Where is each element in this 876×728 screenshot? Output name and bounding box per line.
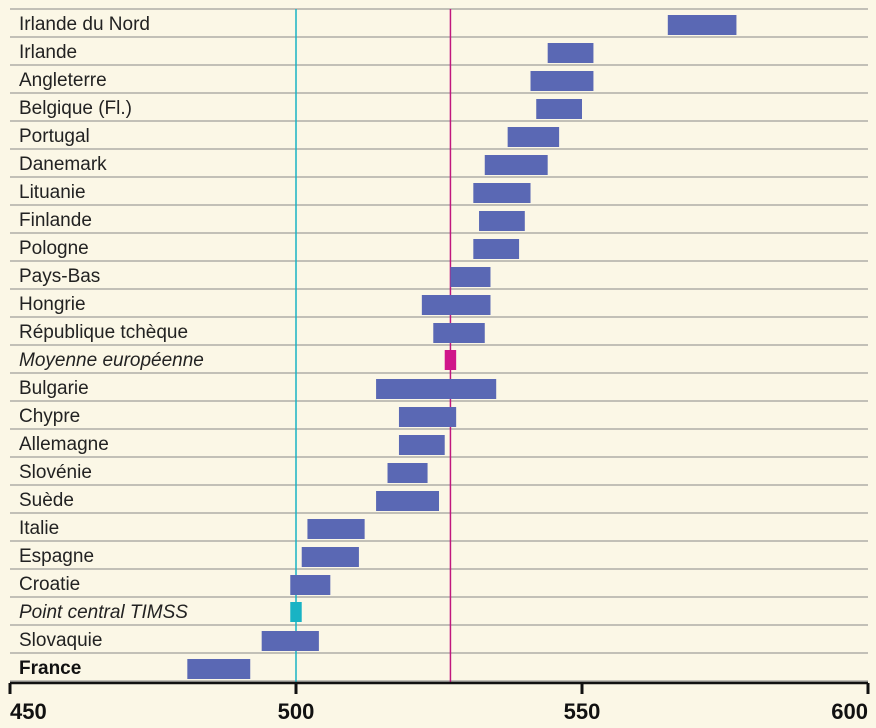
category-label: Angleterre — [19, 70, 107, 91]
range-bar — [376, 491, 439, 511]
category-label: France — [19, 658, 81, 679]
category-label: Chypre — [19, 406, 80, 427]
range-bar — [187, 659, 251, 679]
range-bar — [376, 379, 497, 399]
category-label: Espagne — [19, 546, 94, 567]
range-bar — [473, 183, 531, 203]
category-label: Belgique (Fl.) — [19, 98, 132, 119]
category-label: Irlande du Nord — [19, 14, 150, 35]
range-bar — [479, 211, 525, 231]
category-label: Suède — [19, 490, 74, 511]
range-bar — [387, 463, 428, 483]
category-label: Finlande — [19, 210, 92, 231]
range-bar — [484, 155, 548, 175]
range-bar — [450, 267, 491, 287]
category-label: Croatie — [19, 574, 80, 595]
range-bar — [507, 127, 560, 147]
range-bar — [261, 631, 319, 651]
category-label: Slovaquie — [19, 630, 102, 651]
x-tick-label: 550 — [564, 699, 601, 724]
range-bar — [398, 435, 445, 455]
category-label: Pologne — [19, 238, 89, 259]
category-label: Moyenne européenne — [19, 350, 204, 371]
timss-center-marker — [290, 602, 302, 622]
range-bar — [421, 295, 491, 315]
range-bar — [307, 519, 365, 539]
range-bar — [667, 15, 737, 35]
category-label: Pays-Bas — [19, 266, 100, 287]
category-label: Point central TIMSS — [19, 602, 188, 623]
range-bar — [530, 71, 594, 91]
range-bar — [290, 575, 331, 595]
europe-mean-marker — [444, 350, 457, 370]
range-bar — [398, 407, 457, 427]
range-bar — [536, 99, 582, 119]
range-bar — [301, 547, 359, 567]
category-label: Hongrie — [19, 294, 86, 315]
range-bar — [547, 43, 594, 63]
category-label: Italie — [19, 518, 59, 539]
category-label: Lituanie — [19, 182, 86, 203]
category-label: Allemagne — [19, 434, 109, 455]
category-label: Irlande — [19, 42, 77, 63]
x-tick-label: 450 — [10, 699, 47, 724]
category-label: Portugal — [19, 126, 90, 147]
category-label: Slovénie — [19, 462, 92, 483]
category-label: Danemark — [19, 154, 107, 175]
category-label: Bulgarie — [19, 378, 89, 399]
range-bar — [473, 239, 520, 259]
x-tick-label: 600 — [831, 699, 868, 724]
category-label: République tchèque — [19, 322, 188, 343]
range-bar — [433, 323, 485, 343]
x-tick-label: 500 — [278, 699, 315, 724]
